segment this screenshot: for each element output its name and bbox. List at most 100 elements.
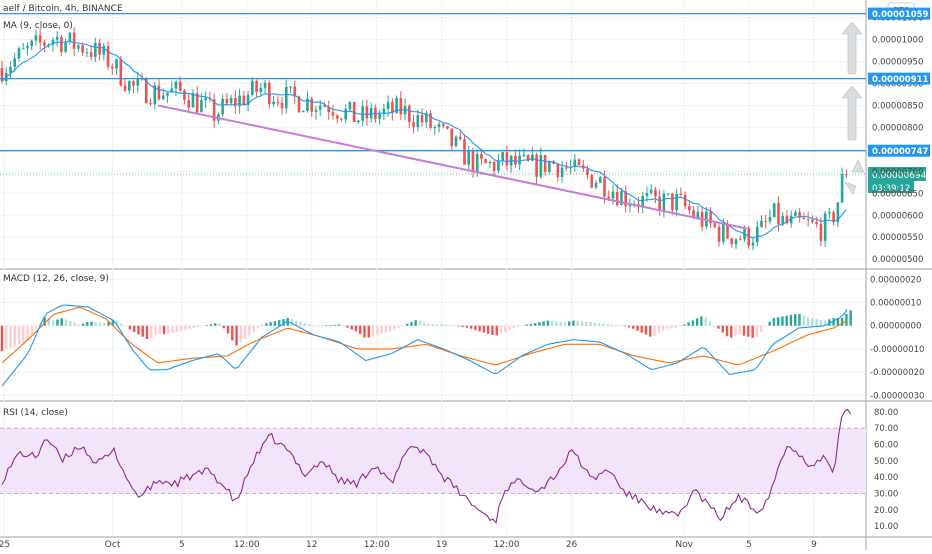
histogram-bar	[260, 324, 264, 326]
candle-body	[178, 81, 182, 91]
histogram-bar	[209, 324, 213, 326]
candle-body	[794, 212, 797, 216]
histogram-bar	[47, 318, 51, 326]
histogram-bar	[98, 322, 102, 326]
histogram-bar	[13, 325, 16, 347]
histogram-bar	[832, 318, 835, 326]
histogram-bar	[636, 325, 639, 331]
price-tick-label: 0.00000950	[872, 58, 923, 68]
rsi-tick-label: 50.00	[874, 457, 898, 467]
histogram-bar	[341, 325, 345, 327]
price-tick-label: 0.00000850	[872, 101, 923, 111]
rsi-band	[0, 428, 866, 494]
histogram-bar	[154, 325, 157, 336]
histogram-bar	[725, 325, 729, 337]
candle-body	[212, 99, 216, 121]
candle-body	[94, 42, 97, 57]
histogram-bar	[324, 325, 328, 327]
candle-body	[38, 35, 42, 43]
histogram-bar	[137, 325, 140, 335]
candle-body	[127, 81, 131, 91]
candle-body	[480, 153, 483, 160]
macd-tick-label: -0.00000020	[870, 368, 924, 378]
candle-body	[251, 80, 254, 95]
x-tick-label: 12:00	[364, 540, 390, 550]
histogram-bar	[414, 320, 417, 326]
histogram-bar	[188, 325, 191, 329]
histogram-bar	[602, 323, 605, 326]
candle-body	[514, 155, 517, 165]
candle-body	[454, 136, 458, 147]
histogram-bar	[610, 324, 614, 326]
histogram-bar	[755, 325, 759, 337]
histogram-bar	[175, 325, 179, 333]
histogram-bar	[51, 320, 55, 326]
candle-body	[586, 168, 589, 175]
candle-body	[144, 78, 148, 104]
candle-body	[132, 81, 135, 86]
histogram-bar	[798, 313, 801, 326]
candle-body	[641, 195, 644, 207]
histogram-bar	[133, 325, 136, 333]
histogram-bar	[845, 314, 848, 326]
candles	[0, 27, 848, 251]
candle-body	[272, 101, 275, 105]
candle-body	[713, 223, 717, 227]
candle-body	[836, 202, 840, 223]
histogram-bar	[150, 325, 153, 339]
candle-body	[497, 160, 500, 171]
candle-body	[535, 154, 538, 177]
histogram-bar	[214, 323, 217, 326]
candle-body	[522, 155, 526, 157]
candle-body	[688, 206, 691, 211]
candle-body	[811, 219, 814, 222]
candle-body	[13, 58, 17, 67]
histogram-bar	[504, 325, 507, 332]
histogram-bar	[184, 325, 187, 331]
candle-body	[828, 212, 831, 214]
histogram-bar	[819, 319, 823, 326]
histogram-bar	[495, 325, 498, 336]
macd-legend: MACD (12, 26, close, 9)	[3, 274, 109, 284]
histogram-bar	[461, 325, 464, 327]
histogram-bar	[631, 325, 635, 329]
histogram-bar	[678, 325, 682, 327]
candle-body	[0, 68, 4, 82]
x-tick-label: 25	[0, 540, 10, 550]
histogram-bar	[141, 325, 144, 337]
histogram-bar	[162, 325, 166, 335]
histogram-bar	[742, 325, 746, 336]
candle-body	[395, 98, 398, 114]
candle-body	[149, 103, 152, 105]
candle-body	[683, 195, 687, 207]
histogram-bar	[781, 316, 784, 326]
candle-body	[840, 174, 844, 203]
candle-body	[357, 120, 360, 123]
candle-body	[441, 124, 445, 126]
histogram-bar	[776, 317, 780, 326]
histogram-bar	[94, 322, 98, 326]
histogram-bar	[312, 325, 315, 327]
histogram-bar	[546, 320, 550, 326]
histogram-bar	[747, 325, 750, 337]
candle-body	[662, 193, 666, 211]
level-tag-text: 0.00001059	[872, 10, 929, 20]
candle-body	[709, 211, 712, 224]
candle-body	[106, 46, 110, 67]
histogram-bar	[73, 322, 76, 326]
candle-body	[166, 92, 169, 96]
histogram-bar	[836, 318, 840, 326]
candle-body	[64, 41, 67, 52]
histogram-bar	[196, 325, 200, 328]
candle-body	[755, 226, 759, 243]
histogram-bar	[380, 325, 383, 334]
histogram-bar	[77, 324, 80, 326]
histogram-bar	[486, 325, 490, 334]
histogram-bar	[730, 325, 733, 338]
candle-body	[696, 211, 700, 218]
candle-body	[658, 196, 661, 211]
candle-body	[819, 224, 823, 241]
histogram-bar	[388, 325, 392, 332]
level-tag-text: 0.00000747	[872, 147, 929, 157]
